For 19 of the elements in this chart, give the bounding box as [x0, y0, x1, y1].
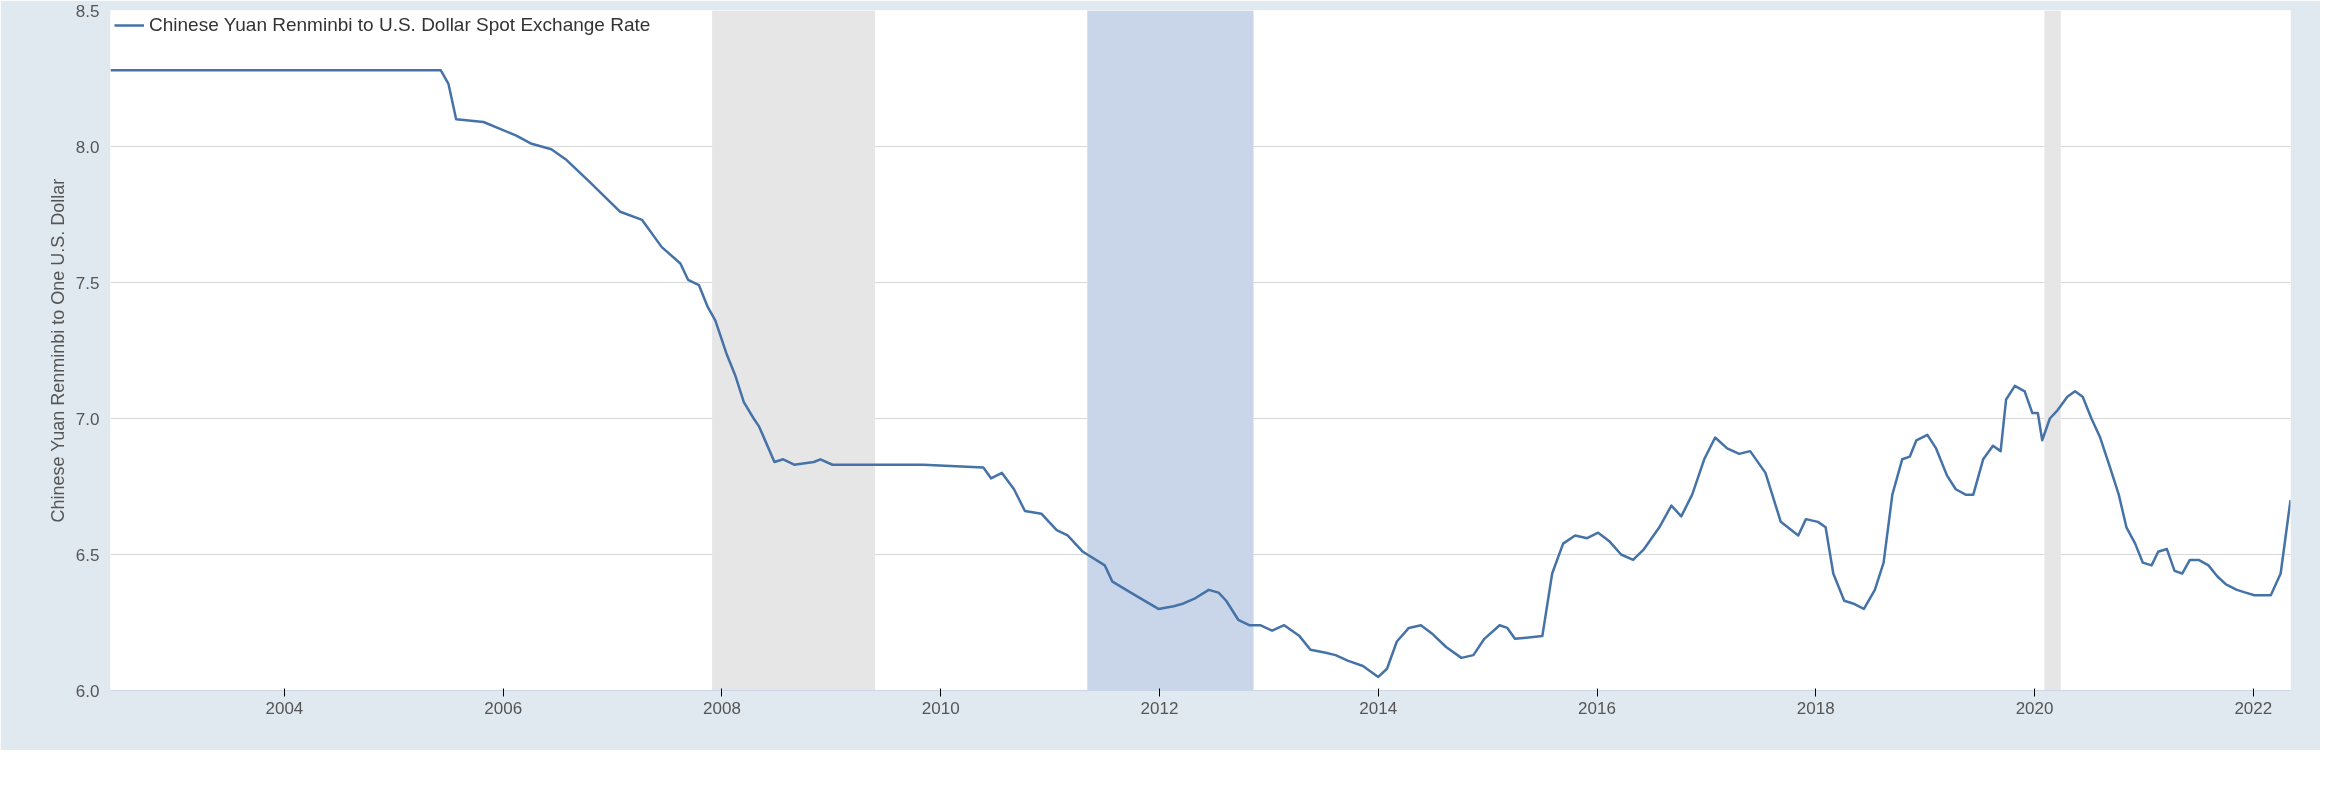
y-tick-label: 8.0 [75, 137, 100, 157]
y-tick-label: 8.5 [75, 1, 100, 21]
x-tick-label: 2014 [1359, 698, 1398, 718]
y-tick-label: 7.5 [75, 273, 100, 293]
line-series [110, 69, 2291, 679]
x-tick-label: 2016 [1578, 698, 1616, 718]
y-tick-label: 7.0 [75, 409, 100, 429]
legend-label: Chinese Yuan Renminbi to U.S. Dollar Spot Exchange Rate [149, 14, 651, 36]
x-tick-label: 2012 [1140, 698, 1179, 718]
x-tick-label: 2006 [484, 698, 523, 718]
x-tick-label: 2020 [2015, 698, 2054, 718]
x-tick-label: 2004 [265, 698, 304, 718]
x-tick-label: 2008 [703, 698, 741, 718]
y-tick-label: 6.5 [75, 545, 100, 565]
y-axis-title: Chinese Yuan Renminbi to One U.S. Dollar [47, 178, 68, 523]
x-tick-label: 2018 [1796, 698, 1835, 718]
x-tick-label: 2010 [921, 698, 960, 718]
x-tick-label: 2022 [2234, 698, 2273, 718]
y-tick-label: 6.0 [75, 681, 100, 701]
